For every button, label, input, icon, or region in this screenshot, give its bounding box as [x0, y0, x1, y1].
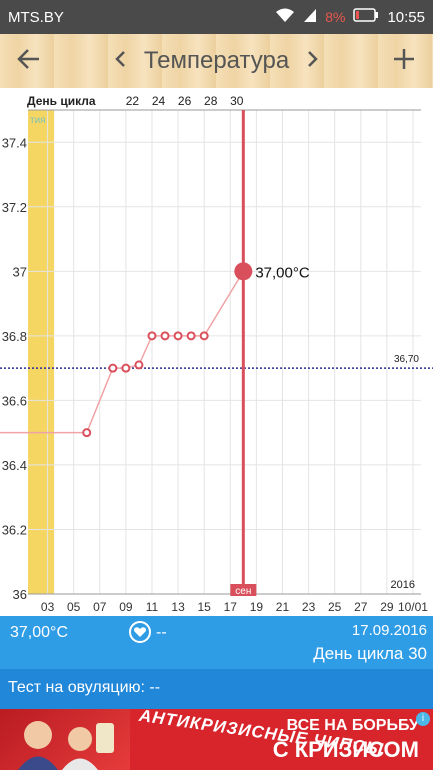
cycle-day-tick: 24 — [152, 94, 166, 108]
year-label: 2016 — [391, 579, 415, 591]
selected-temperature: 37,00°C — [10, 624, 68, 641]
status-icons: 8% 10:55 — [275, 7, 425, 27]
x-tick-label: 19 — [250, 600, 264, 614]
temperature-point — [186, 331, 196, 341]
page-title: Температура — [143, 47, 290, 74]
x-tick-label: 17 — [224, 600, 238, 614]
x-tick-label: 23 — [302, 600, 316, 614]
cycle-day-tick: 22 — [126, 94, 140, 108]
cycle-day-tick: 30 — [230, 94, 244, 108]
month-marker: сен — [235, 586, 251, 597]
x-tick-label: 13 — [171, 600, 185, 614]
y-tick-label: 37 — [13, 264, 27, 279]
temperature-point — [108, 363, 118, 373]
x-tick-label: 25 — [328, 600, 342, 614]
chevron-right-icon[interactable] — [307, 48, 319, 74]
y-tick-label: 36 — [13, 587, 27, 602]
ovulation-test-row[interactable]: Тест на овуляцию: -- — [0, 669, 433, 709]
period-band — [28, 110, 55, 594]
y-tick-label: 36.2 — [2, 522, 27, 537]
y-tick-label: 37.2 — [2, 200, 27, 215]
x-tick-label: 05 — [67, 600, 81, 614]
cycle-day-tick: 26 — [178, 94, 192, 108]
period-label: тия — [30, 115, 46, 126]
temperature-chart[interactable]: тия 03 05 07 09 11 13 15 17 19 21 23 25 27 29 10/01 37.4… — [0, 88, 433, 616]
status-bar: MTS.BY 8% 10:55 — [0, 0, 433, 34]
heart-icon[interactable] — [128, 620, 152, 644]
back-button[interactable] — [0, 45, 58, 77]
carrier-name: MTS.BY — [8, 8, 64, 26]
x-tick-label: 10/01 — [398, 600, 428, 614]
temperature-point — [147, 331, 157, 341]
x-tick-label: 11 — [146, 600, 159, 614]
ad-slogan-bottom: С КРИЗИСОМ — [272, 737, 419, 762]
title-switcher: Температура — [58, 47, 375, 75]
signal-icon — [303, 7, 317, 27]
clock: 10:55 — [387, 8, 425, 26]
y-tick-label: 36.8 — [2, 329, 27, 344]
ad-slogan-top: ВСЕ НА БОРЬБУ — [286, 717, 419, 734]
ad-image — [0, 709, 130, 770]
x-tick-label: 15 — [197, 600, 211, 614]
x-tick-label: 09 — [119, 600, 133, 614]
selected-point — [234, 262, 253, 281]
temperature-point — [199, 331, 209, 341]
ovulation-test-label: Тест на овуляцию: -- — [8, 679, 161, 696]
x-tick-label: 29 — [380, 600, 394, 614]
x-tick-label: 07 — [93, 600, 107, 614]
y-tick-label: 36.4 — [2, 458, 27, 473]
battery-icon — [353, 8, 379, 26]
temperature-point — [134, 360, 144, 370]
plus-icon — [393, 44, 415, 77]
temperature-point — [121, 363, 131, 373]
wifi-icon — [275, 7, 295, 27]
chevron-left-icon[interactable] — [114, 48, 126, 74]
temperature-point — [82, 428, 92, 438]
app-bar: Температура — [0, 34, 433, 88]
battery-percent: 8% — [325, 9, 346, 25]
y-tick-label: 36.6 — [2, 393, 27, 408]
info-bar: 37,00°C -- 17.09.2016 День цикла 30 — [0, 616, 433, 669]
heart-value: -- — [156, 624, 167, 641]
add-button[interactable] — [375, 44, 433, 78]
cycle-day-tick: 28 — [204, 94, 218, 108]
info-icon[interactable]: i — [416, 712, 430, 726]
x-tick-label: 03 — [41, 600, 55, 614]
ad-banner[interactable]: АНТИКРИЗИСНЫЕ ЧИПСЫ ВСЕ НА БОРЬБУ С КРИЗ… — [0, 709, 433, 770]
y-tick-label: 37.4 — [2, 135, 27, 150]
temperature-point — [160, 331, 170, 341]
selected-date: 17.09.2016 — [351, 622, 427, 639]
top-axis-label: День цикла — [27, 94, 96, 108]
selected-point-label: 37,00°C — [255, 264, 310, 281]
x-tick-label: 27 — [354, 600, 368, 614]
temperature-point — [173, 331, 183, 341]
cycle-day: День цикла 30 — [313, 644, 427, 663]
month-marker-bg — [230, 584, 257, 596]
arrow-left-icon — [17, 45, 41, 76]
coverline-label: 36,70 — [394, 354, 419, 365]
x-tick-label: 21 — [276, 600, 290, 614]
